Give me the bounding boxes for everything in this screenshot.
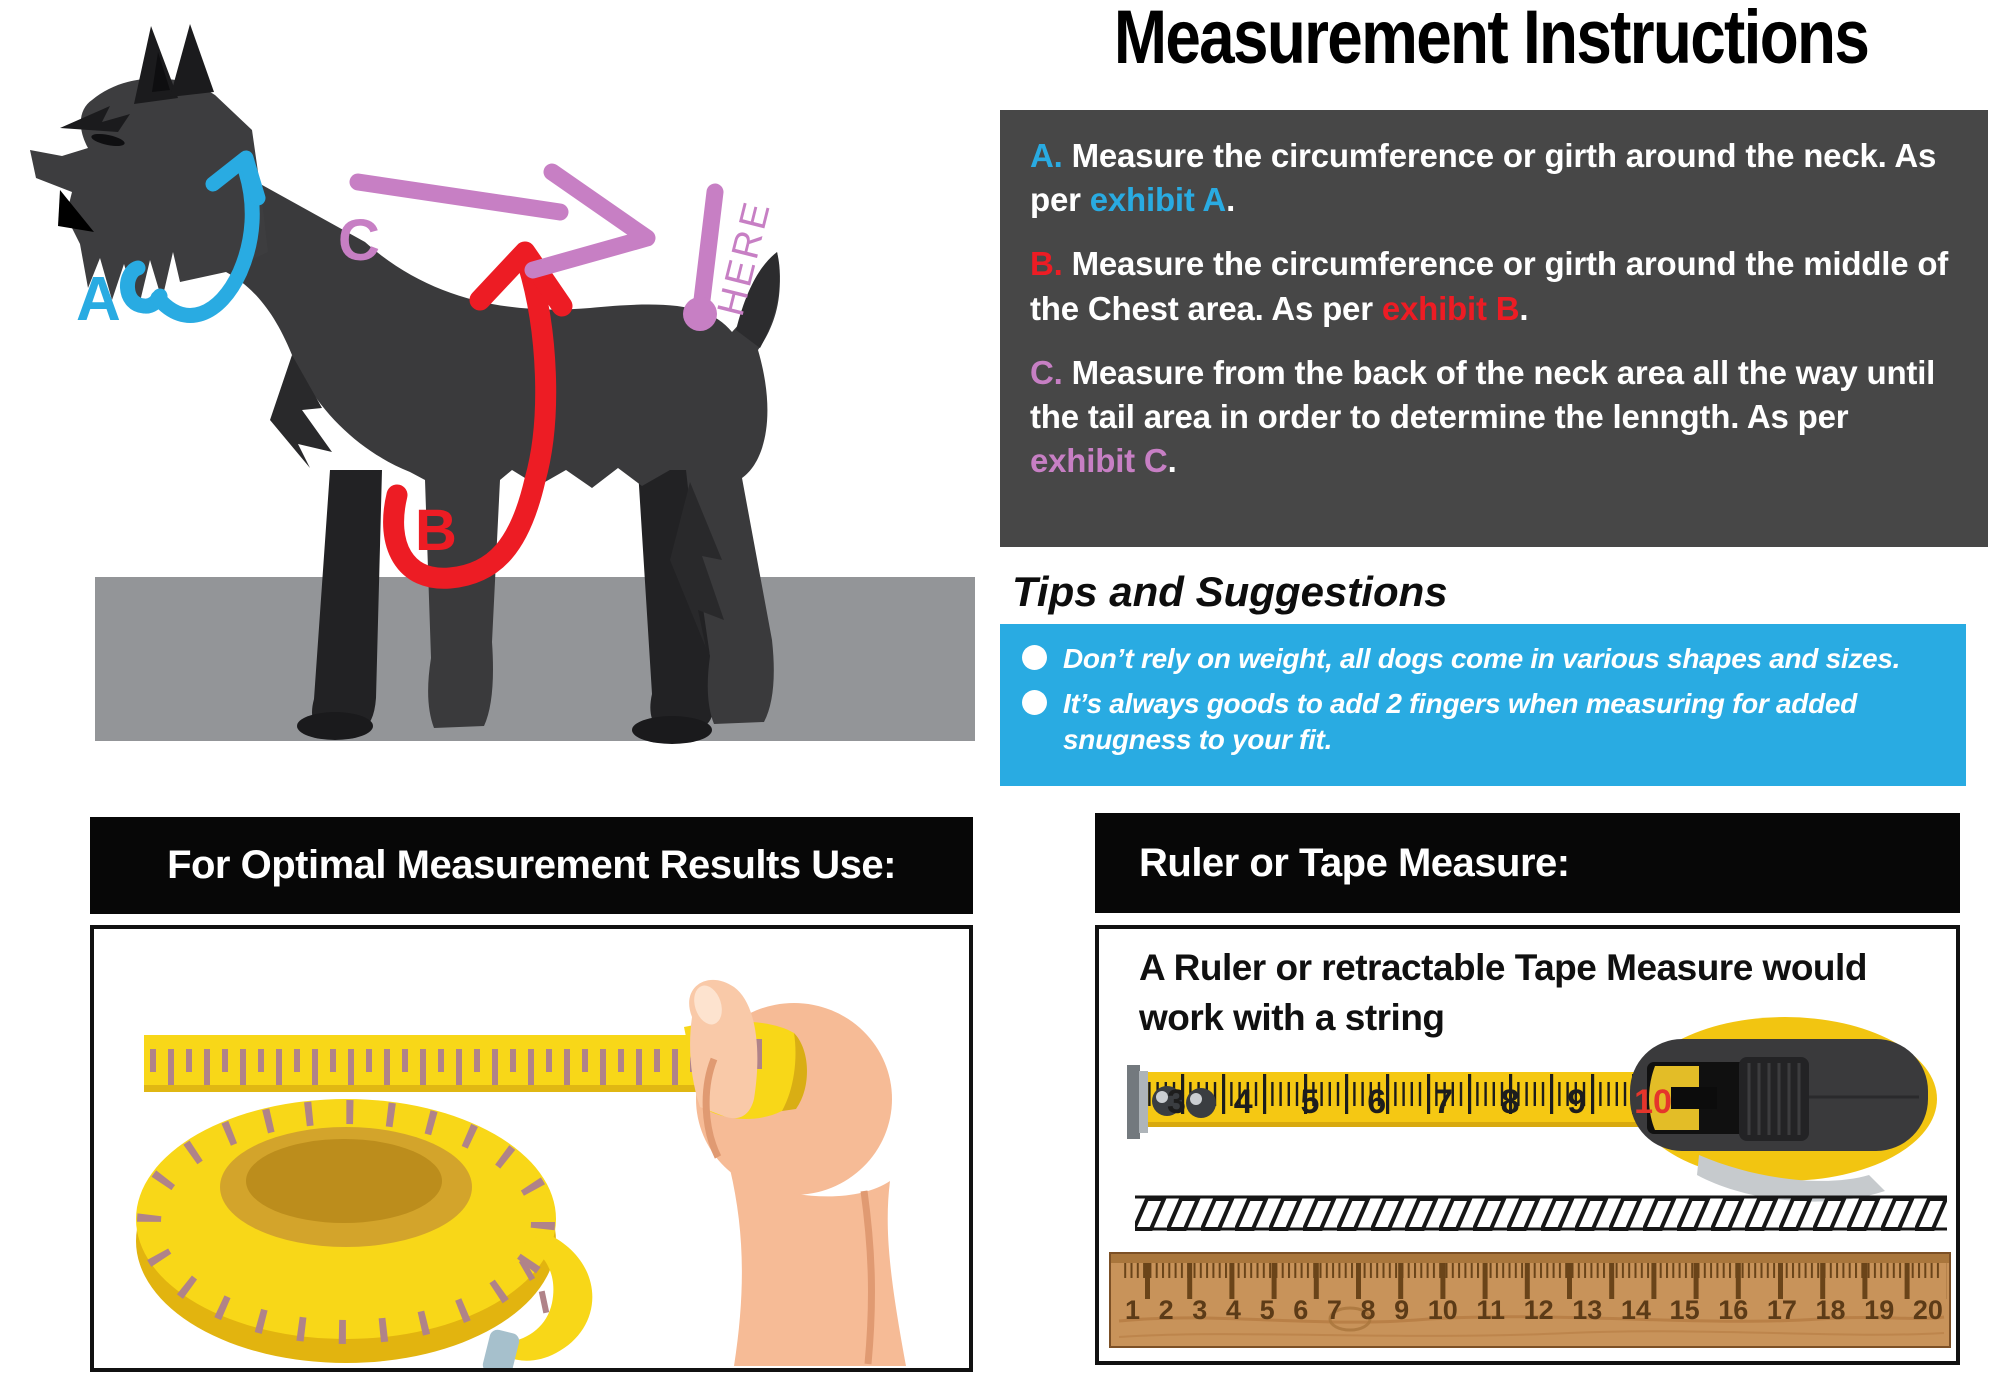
dog-fur-accents [270, 355, 724, 648]
scale-number: 20 [1912, 1295, 1943, 1325]
scale-number: 6 [1293, 1295, 1309, 1325]
dog-head [30, 78, 268, 310]
tips-heading: Tips and Suggestions [1012, 568, 1448, 615]
pin-head [683, 297, 717, 331]
arrow-b [383, 241, 573, 589]
scale-number: 11 [1476, 1295, 1505, 1325]
far-front-paw [297, 712, 373, 740]
scale-number: 10 [1634, 1082, 1672, 1121]
wood-knot [1328, 1306, 1372, 1332]
instruction-c: C. Measure from the back of the neck are… [1030, 351, 1958, 484]
scale-number: 13 [1572, 1295, 1603, 1325]
scale-number: 7 [1326, 1295, 1342, 1325]
exhibit-b-link: exhibit B [1381, 289, 1520, 327]
horizontal-tape [144, 1035, 710, 1092]
scale-number: 8 [1500, 1082, 1520, 1121]
tip-item: Don’t rely on weight, all dogs come in v… [1022, 641, 1946, 677]
scale-number: 9 [1394, 1295, 1410, 1325]
instruction-c-text: Measure from the back of the neck area a… [1030, 353, 1936, 436]
ruler-tape-illustration [1109, 1017, 1951, 1348]
ear-notch [152, 52, 170, 92]
dog-mouth-shade [58, 190, 94, 232]
scale-number: 14 [1620, 1295, 1651, 1325]
scale-number: 19 [1864, 1295, 1895, 1325]
tip-text: Don’t rely on weight, all dogs come in v… [1063, 643, 1901, 674]
tape-measure-illustration [136, 979, 906, 1368]
dog-measurement-figure: A B C HERE [30, 0, 980, 760]
instruction-b-text: Measure the circumference or girth aroun… [1030, 245, 1949, 327]
bullet-icon [1022, 689, 1047, 715]
instruction-b-prefix: B. [1030, 245, 1063, 283]
tips-box: Don’t rely on weight, all dogs come in v… [1000, 624, 1966, 786]
dog-ears [134, 24, 214, 104]
rope [1135, 1195, 1947, 1231]
scale-number: 12 [1523, 1295, 1554, 1325]
scale-number: 10 [1427, 1295, 1458, 1325]
instruction-a-prefix: A. [1030, 137, 1063, 174]
dog-diagram-svg: A B C HERE [30, 24, 975, 744]
right-panel: A Ruler or retractable Tape Measure woul… [1095, 925, 1960, 1365]
instruction-c-period: . [1167, 442, 1177, 480]
tape-end-clip [482, 1329, 520, 1368]
belt-clip [1697, 1155, 1885, 1202]
coiled-tape [136, 1099, 593, 1368]
scale-number: 3 [1192, 1295, 1208, 1325]
page-title: Measurement Instructions [1113, 0, 1870, 80]
arrow-c [349, 163, 724, 309]
wooden-ruler [1109, 1252, 1951, 1348]
right-panel-header: Ruler or Tape Measure: [1095, 813, 1960, 913]
arrow-a [120, 150, 266, 323]
scale-number: 2 [1158, 1295, 1174, 1325]
right-panel-header-text: Ruler or Tape Measure: [1139, 840, 1570, 885]
platform [95, 577, 975, 741]
scale-number: 3 [1167, 1082, 1186, 1121]
instructions-box: A. Measure the circumference or girth ar… [1000, 110, 1988, 547]
tip-text: It’s always goods to add 2 fingers when … [1063, 687, 1857, 755]
left-panel [90, 925, 973, 1372]
exhibit-c-link: exhibit C [1030, 442, 1168, 480]
far-rear-paw [632, 716, 712, 744]
label-c: C [338, 208, 380, 273]
instruction-a: A. Measure the circumference or girth ar… [1030, 134, 1958, 222]
instruction-a-text: Measure the circumference or girth aroun… [1030, 137, 1937, 219]
left-panel-header-text: For Optimal Measurement Results Use: [167, 843, 896, 887]
scale-number: 15 [1669, 1295, 1700, 1325]
scale-number: 16 [1718, 1295, 1749, 1325]
scale-number: 5 [1259, 1295, 1275, 1325]
ruler-number-scale: 1 2 3 4 5 6 7 8 9 10 11 12 13 14 15 16 17 18 19 20 [1125, 1295, 1943, 1326]
instruction-a-period: . [1226, 181, 1236, 219]
scale-number: 1 [1125, 1295, 1141, 1325]
scale-number: 4 [1233, 1082, 1253, 1121]
scale-number: 6 [1367, 1082, 1387, 1121]
scale-number: 17 [1766, 1295, 1797, 1325]
bullet-icon [1022, 645, 1047, 670]
thumb-nail [694, 985, 722, 1025]
dog-body [226, 170, 780, 728]
scale-number: 7 [1433, 1082, 1453, 1121]
exhibit-a-link: exhibit A [1089, 181, 1227, 219]
scale-number: 9 [1567, 1082, 1587, 1121]
tape-hook [1127, 1065, 1140, 1139]
left-panel-header: For Optimal Measurement Results Use: [90, 817, 973, 914]
tape-slider [1739, 1057, 1809, 1141]
scale-number: 8 [1360, 1295, 1376, 1325]
tape-number-scale: 3 4 5 6 7 8 9 10 [1167, 1077, 1672, 1127]
retractable-tape-measure [1127, 1017, 1937, 1202]
tip-item: It’s always goods to add 2 fingers when … [1022, 686, 1946, 758]
instruction-b-period: . [1519, 289, 1529, 327]
right-panel-body-text: A Ruler or retractable Tape Measure woul… [1139, 947, 1867, 1038]
scale-number: 5 [1300, 1082, 1320, 1121]
scale-number: 4 [1225, 1295, 1241, 1325]
instruction-b: B. Measure the circumference or girth ar… [1030, 242, 1958, 330]
label-a: A [76, 265, 121, 334]
hand [684, 979, 906, 1366]
dog-eye [91, 133, 125, 147]
scale-number: 18 [1815, 1295, 1846, 1325]
label-b: B [415, 498, 457, 563]
dog-tail [736, 252, 780, 348]
instruction-c-prefix: C. [1030, 353, 1063, 391]
dog-brow [60, 106, 130, 132]
